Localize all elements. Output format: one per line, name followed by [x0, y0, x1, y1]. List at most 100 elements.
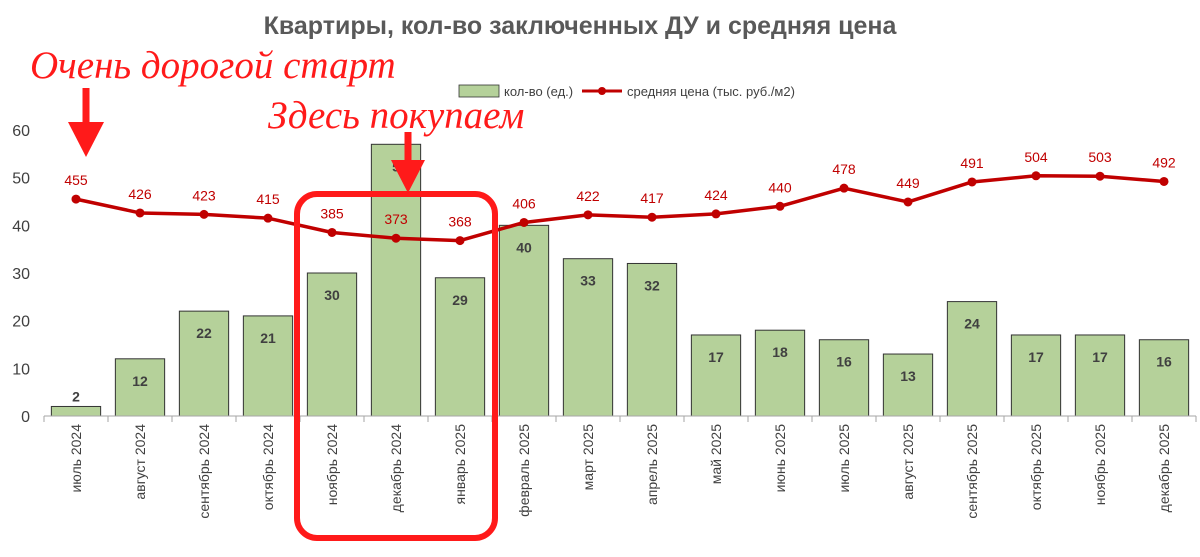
highlight-box [294, 191, 498, 541]
price-point [583, 210, 593, 220]
price-data-label: 503 [1088, 149, 1112, 165]
x-axis: июль 2024 август 2024 сентябрь 2024 октябрь… [43, 415, 1197, 519]
y-tick-label: 10 [12, 361, 30, 378]
y-tick-label: 50 [12, 171, 30, 188]
bar [946, 301, 998, 417]
legend-bar-label: кол-во (ед.) [504, 84, 573, 99]
bar [1010, 334, 1062, 417]
price-data-label: 423 [192, 187, 216, 203]
x-tick-label: ноябрь 2024 [324, 424, 340, 505]
bar-data-label: 24 [964, 316, 980, 332]
price-data-label: 426 [128, 186, 152, 202]
bar-data-label: 40 [516, 239, 532, 255]
bar [818, 339, 870, 417]
bar-data-label: 13 [900, 368, 916, 384]
x-tick-label: май 2025 [708, 424, 724, 484]
x-tick-label: октябрь 2025 [1028, 424, 1044, 510]
price-data-label: 449 [896, 175, 920, 191]
price-point [903, 197, 913, 207]
price-point [263, 213, 273, 223]
bar [690, 334, 742, 417]
price-point [327, 227, 337, 237]
bar [114, 358, 166, 417]
price-data-label: 478 [832, 161, 856, 177]
y-tick-label: 20 [12, 314, 30, 331]
x-tick-label: июнь 2025 [772, 424, 788, 493]
price-data-label: 422 [576, 188, 600, 204]
bar-data-label: 16 [836, 354, 852, 370]
price-point [391, 233, 401, 243]
bar-data-label: 2 [72, 388, 80, 404]
bar [50, 405, 102, 417]
bar [1138, 339, 1190, 417]
legend-bar-swatch [458, 84, 500, 98]
bar [1074, 334, 1126, 417]
price-point [967, 177, 977, 187]
x-tick-label: апрель 2025 [644, 424, 660, 505]
x-tick-label: январь 2025 [452, 424, 468, 505]
price-data-label: 368 [448, 214, 472, 230]
bar-data-label: 33 [580, 273, 596, 289]
price-data-label: 415 [256, 191, 280, 207]
price-data-label: 417 [640, 190, 664, 206]
bar-data-label: 22 [196, 325, 212, 341]
bar-data-label: 29 [452, 292, 468, 308]
y-tick-label: 40 [12, 218, 30, 235]
price-point [135, 208, 145, 218]
x-tick-label: август 2025 [900, 424, 916, 500]
bar-data-label: 30 [324, 287, 340, 303]
price-data-label: 440 [768, 179, 792, 195]
price-data-label: 406 [512, 195, 536, 211]
x-tick-label: сентябрь 2024 [196, 424, 212, 519]
bar [626, 262, 678, 417]
price-point [519, 217, 529, 227]
price-point [839, 183, 849, 193]
price-point [1031, 171, 1041, 181]
x-tick-label: октябрь 2024 [260, 424, 276, 510]
price-point [1159, 176, 1169, 186]
price-point [711, 209, 721, 219]
price-point [199, 209, 209, 219]
bar-data-label: 12 [132, 373, 148, 389]
price-point [71, 194, 81, 204]
bar-data-label: 18 [772, 344, 788, 360]
y-tick-label: 30 [12, 266, 30, 283]
annotation-expensive-start: Очень дорогой старт [30, 44, 396, 157]
price-point [775, 201, 785, 211]
x-tick-label: декабрь 2025 [1156, 424, 1172, 513]
price-data-label: 424 [704, 187, 728, 203]
price-data-label: 491 [960, 155, 984, 171]
price-point [1095, 171, 1105, 181]
chart-title: Квартиры, кол-во заключенных ДУ и средня… [264, 12, 898, 40]
bar-data-label: 32 [644, 277, 660, 293]
x-tick-label: февраль 2025 [516, 424, 532, 517]
bar-data-label: 17 [1028, 349, 1044, 365]
bars: 2122221305294033321718161324171716 [50, 143, 1190, 417]
y-tick-label: 60 [12, 123, 30, 140]
annotation-expensive-start-text: Очень дорогой старт [30, 44, 396, 87]
legend: кол-во (ед.) средняя цена (тыс. руб./м2) [458, 84, 795, 99]
bar-data-label: 21 [260, 330, 276, 346]
bar-data-label: 17 [1092, 349, 1108, 365]
price-data-label: 373 [384, 211, 408, 227]
bar [562, 258, 614, 417]
price-data-label: 492 [1152, 154, 1176, 170]
bar [882, 353, 934, 417]
x-tick-label: август 2024 [132, 424, 148, 500]
price-line-path [75, 174, 1165, 243]
x-tick-label: ноябрь 2025 [1092, 424, 1108, 505]
x-tick-label: июль 2024 [68, 424, 84, 493]
price-data-label: 504 [1024, 149, 1048, 165]
bar [370, 143, 422, 417]
x-tick-label: декабрь 2024 [388, 424, 404, 513]
annotation-arrow-head-1 [68, 122, 104, 157]
price-line: 455 426 423 415 385 373 368 406 422 417 424 440 478 4… [64, 149, 1176, 246]
legend-line-label: средняя цена (тыс. руб./м2) [627, 84, 795, 99]
y-axis: 0 10 20 30 40 50 60 [12, 123, 30, 426]
x-tick-label: март 2025 [580, 424, 596, 491]
bar-data-label: 16 [1156, 354, 1172, 370]
price-data-label: 385 [320, 205, 344, 221]
annotation-buy-here: Здесь покупаем [268, 94, 524, 541]
annotation-arrow-head-2 [391, 160, 425, 193]
